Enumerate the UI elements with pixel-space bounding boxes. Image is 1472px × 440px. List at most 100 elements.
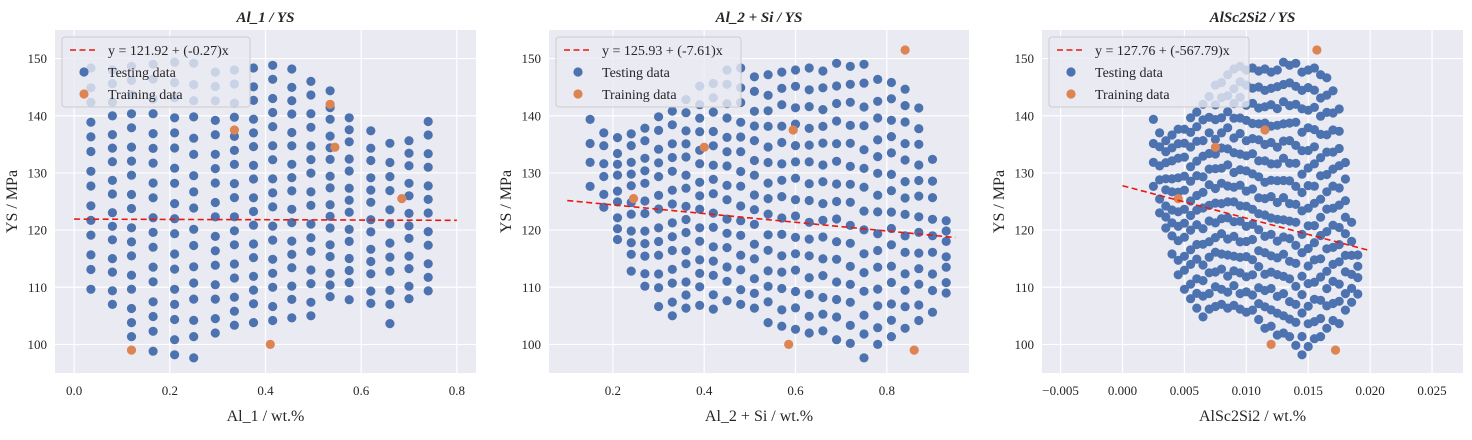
testing-data-point	[287, 173, 297, 183]
testing-data-point	[1247, 219, 1258, 229]
testing-data-point	[873, 113, 883, 123]
testing-data-point	[86, 230, 96, 240]
testing-data-point	[859, 249, 869, 259]
testing-data-point	[886, 186, 897, 196]
testing-data-point	[640, 226, 650, 236]
testing-data-point	[749, 86, 760, 96]
testing-data-point	[804, 123, 814, 133]
testing-data-point	[126, 318, 137, 328]
testing-data-point	[654, 223, 664, 233]
testing-data-point	[210, 314, 220, 324]
testing-data-point	[1322, 227, 1332, 237]
testing-data-point	[404, 294, 414, 304]
testing-data-point	[287, 263, 297, 273]
testing-data-point	[777, 192, 787, 202]
testing-data-point	[640, 166, 650, 176]
testing-data-point	[845, 79, 855, 89]
testing-data-point	[1316, 313, 1326, 324]
testing-data-point	[1291, 258, 1301, 268]
testing-data-point	[306, 168, 316, 178]
testing-data-point	[385, 138, 395, 148]
testing-data-point	[126, 189, 137, 200]
testing-data-point	[148, 326, 158, 336]
testing-data-point	[818, 160, 828, 170]
testing-data-point	[1161, 212, 1171, 222]
testing-data-point	[1291, 140, 1301, 150]
y-tick-label: 110	[1015, 280, 1034, 295]
testing-data-point	[777, 283, 787, 294]
testing-data-point	[1161, 136, 1171, 146]
x-tick-label: 0.025	[1417, 383, 1446, 398]
testing-data-point	[790, 141, 801, 151]
x-tick-label: 0.015	[1294, 383, 1323, 398]
testing-data-point	[366, 298, 376, 308]
testing-data-point	[818, 177, 828, 187]
testing-data-point	[189, 171, 199, 181]
testing-data-point	[1316, 332, 1326, 342]
testing-data-point	[1247, 305, 1258, 315]
testing-data-point	[859, 59, 869, 69]
testing-data-point	[287, 109, 297, 119]
testing-data-point	[804, 217, 814, 227]
testing-data-point	[612, 170, 623, 180]
testing-data-point	[1340, 157, 1350, 168]
testing-data-point	[886, 77, 897, 88]
x-tick-label: 0.000	[1108, 383, 1137, 398]
training-data-point	[900, 45, 910, 55]
testing-data-point	[736, 132, 746, 142]
testing-data-point	[763, 230, 773, 240]
testing-data-point	[804, 85, 814, 95]
testing-data-point	[268, 107, 278, 118]
testing-data-point	[832, 58, 842, 68]
testing-data-point	[325, 268, 335, 278]
testing-data-point	[344, 265, 354, 276]
testing-data-point	[654, 236, 664, 247]
legend-box	[555, 36, 742, 108]
testing-data-point	[640, 196, 650, 206]
testing-data-point	[763, 142, 773, 152]
testing-data-point	[749, 219, 760, 229]
testing-data-point	[189, 187, 199, 197]
testing-data-point	[306, 311, 316, 321]
testing-data-point	[681, 246, 691, 256]
testing-data-point	[941, 278, 951, 288]
testing-data-point	[189, 240, 199, 251]
testing-data-point	[248, 160, 259, 170]
x-tick-label: 0.2	[162, 383, 178, 398]
testing-data-point	[1316, 194, 1326, 204]
testing-data-point	[914, 279, 924, 289]
testing-data-point	[1334, 257, 1344, 267]
testing-data-point	[344, 195, 354, 205]
testing-data-point	[1347, 236, 1357, 246]
testing-data-point	[1229, 281, 1239, 291]
testing-data-point	[859, 310, 869, 320]
testing-data-point	[1192, 254, 1202, 264]
testing-data-point	[914, 264, 924, 274]
testing-data-point	[86, 250, 96, 260]
testing-data-point	[818, 309, 828, 319]
testing-data-point	[306, 233, 316, 243]
testing-data-point	[900, 231, 910, 241]
testing-data-point	[1297, 290, 1307, 300]
testing-data-point	[344, 137, 354, 147]
testing-data-point	[722, 214, 732, 224]
testing-data-point	[306, 122, 316, 132]
testing-data-point	[1210, 134, 1220, 144]
testing-data-point	[248, 271, 259, 281]
regression-line	[1122, 184, 1371, 252]
testing-data-point	[344, 125, 354, 135]
testing-data-point	[777, 267, 787, 277]
testing-data-point	[886, 240, 897, 250]
testing-data-point	[107, 189, 117, 199]
testing-data-point	[1278, 289, 1289, 299]
testing-data-point	[189, 262, 199, 272]
testing-data-point	[1179, 152, 1189, 162]
training-data-point	[784, 339, 794, 349]
testing-data-point	[287, 294, 297, 304]
legend-box	[61, 36, 251, 108]
testing-data-point	[900, 84, 910, 94]
testing-data-point	[708, 126, 718, 137]
testing-data-point	[248, 63, 259, 73]
testing-data-point	[900, 247, 910, 257]
testing-data-point	[404, 178, 414, 188]
